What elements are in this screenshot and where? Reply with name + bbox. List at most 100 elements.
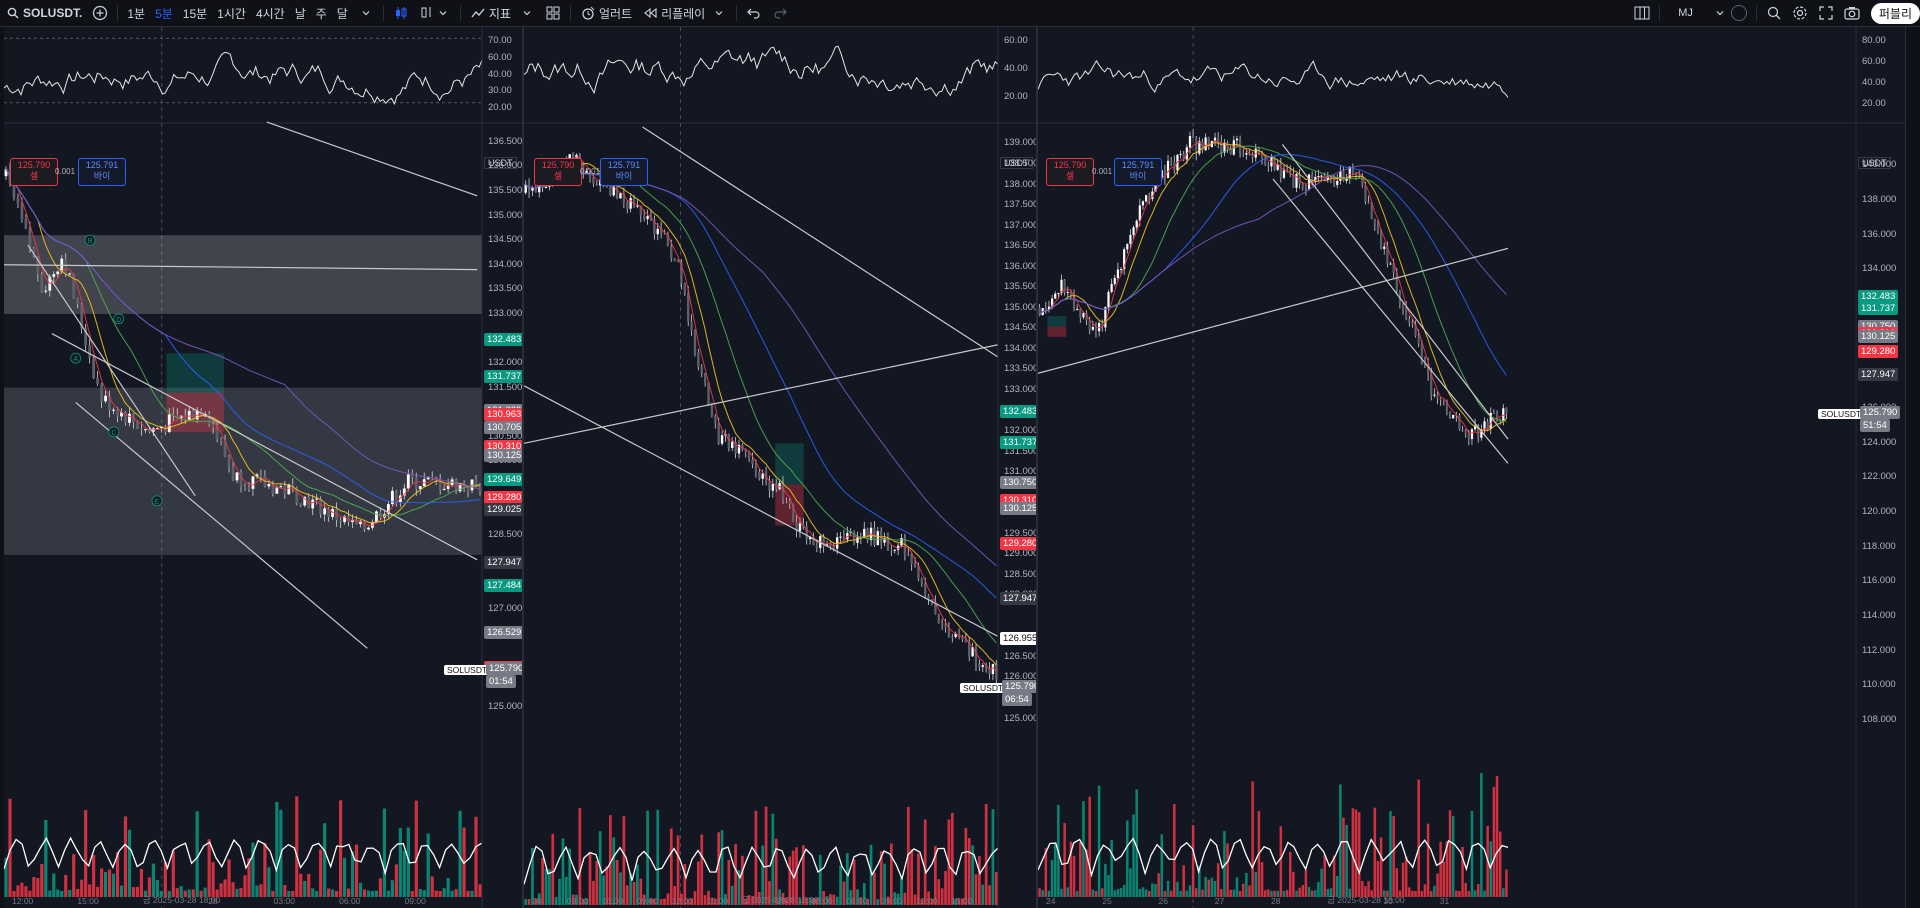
price-tag: 131.737 <box>1000 435 1036 449</box>
interval-week[interactable]: 주 <box>315 6 327 21</box>
candle-body <box>731 441 734 448</box>
symbol-search[interactable]: SOLUSDT. <box>0 0 87 26</box>
candles-type-button[interactable] <box>388 0 414 26</box>
chart-canvas[interactable] <box>1038 27 1905 908</box>
interval-5m[interactable]: 5분 <box>155 6 173 21</box>
interval-15m[interactable]: 15분 <box>182 6 208 21</box>
quick-search-button[interactable] <box>1761 0 1787 26</box>
chart-pane-middle[interactable]: USDT 125.790 셀 0.001 125.791 바이 60.00 40.… <box>524 27 1036 908</box>
alert-button[interactable]: 얼러트 <box>575 0 637 26</box>
volume-bar <box>548 869 551 905</box>
volume-bar <box>1063 823 1066 897</box>
volume-bar <box>913 894 917 905</box>
volume-bar <box>686 898 690 905</box>
time-tick-label: 03:00 <box>273 896 295 906</box>
templates-button[interactable] <box>540 0 566 26</box>
keyboard-shortcut-icon <box>1730 5 1747 21</box>
candle-body <box>863 528 866 538</box>
candle-body <box>612 183 615 196</box>
interval-1m[interactable]: 1분 <box>127 6 146 21</box>
sell-button[interactable]: 125.790 셀 <box>1046 158 1094 186</box>
buy-button[interactable]: 125.791 바이 <box>600 158 648 186</box>
volume-bar <box>171 850 175 897</box>
volume-bar <box>402 850 406 897</box>
volume-bar <box>362 889 367 897</box>
time-tick-label: 30 <box>1383 896 1393 906</box>
candle-body <box>663 232 666 234</box>
interval-dropdown[interactable] <box>353 0 379 26</box>
volume-bar <box>1433 885 1436 897</box>
chart-canvas[interactable]: A B C D E <box>4 27 522 908</box>
volume-bar <box>747 895 751 905</box>
buy-button[interactable]: 125.791 바이 <box>1114 158 1162 186</box>
candle-body <box>1110 283 1113 292</box>
volume-bar <box>971 845 974 905</box>
volume-bar <box>737 869 741 905</box>
chevron-down-icon <box>519 5 535 21</box>
candle-body <box>920 578 924 584</box>
candle-body <box>778 482 781 490</box>
volume-bar <box>410 891 414 897</box>
chart-pane-right[interactable]: USDT 125.790 셀 0.001 125.791 바이 80.00 60.… <box>1038 27 1905 908</box>
currency-selector[interactable]: USDT <box>1858 157 1891 169</box>
pattern-label: C <box>111 430 116 437</box>
trend-line <box>524 344 999 444</box>
time-tick-label: 15:00 <box>951 896 973 906</box>
trend-line <box>1281 143 1509 440</box>
indicators-button[interactable]: 지표 <box>465 0 540 26</box>
volume-bar <box>568 848 572 905</box>
publish-button[interactable]: 퍼블리 <box>1870 2 1920 24</box>
pattern-point <box>108 426 120 438</box>
volume-bar <box>707 890 710 905</box>
redo-button[interactable] <box>767 0 793 26</box>
volume-bar <box>690 898 693 905</box>
layout-select-button[interactable] <box>1629 0 1655 26</box>
bar-type-button[interactable] <box>414 0 456 26</box>
interval-1h[interactable]: 1시간 <box>217 6 246 21</box>
volume-bar <box>774 838 778 905</box>
currency-selector[interactable]: USDT <box>484 157 517 169</box>
time-tick-label: 25 <box>1102 896 1112 906</box>
volume-bar <box>602 875 605 905</box>
volume-bar <box>649 898 653 905</box>
replay-button[interactable]: 리플레이 <box>637 0 732 26</box>
volume-bar <box>64 874 68 897</box>
pane-divider[interactable] <box>522 27 524 908</box>
search-icon <box>5 5 21 21</box>
rsi-tick-label: 30.00 <box>488 85 512 97</box>
candle-body <box>643 215 646 220</box>
pane-divider[interactable] <box>1036 27 1038 908</box>
layout-name-button[interactable]: MJ <box>1664 0 1707 26</box>
fullscreen-button[interactable] <box>1813 0 1839 26</box>
screenshot-button[interactable] <box>1839 0 1865 26</box>
candle-body <box>1376 224 1380 230</box>
undo-button[interactable] <box>741 0 767 26</box>
price-tick-label: 134.000 <box>488 258 522 270</box>
volume-bar <box>68 889 72 897</box>
sell-button[interactable]: 125.790 셀 <box>10 158 58 186</box>
interval-day[interactable]: 날 <box>294 6 306 21</box>
volume-bar <box>287 890 291 897</box>
price-tick-label: 125.000 <box>488 701 522 713</box>
volume-bar <box>370 890 375 897</box>
candle-body <box>1192 136 1195 139</box>
candle-body <box>223 441 227 457</box>
buy-label: 바이 <box>93 171 111 181</box>
sell-button[interactable]: 125.790 셀 <box>534 158 582 186</box>
candle-body <box>1314 177 1317 182</box>
time-tick-label: 금 2025-03-28 18:00 <box>142 895 221 905</box>
candle-body <box>1411 322 1414 325</box>
layout-menu-button[interactable] <box>1707 0 1752 26</box>
currency-selector[interactable]: USDT <box>1000 157 1033 169</box>
candle-body <box>347 516 350 523</box>
compare-symbol-button[interactable] <box>87 0 113 26</box>
candle-body <box>323 508 327 515</box>
interval-4h[interactable]: 4시간 <box>255 6 285 21</box>
settings-button[interactable] <box>1787 0 1813 26</box>
candle-body <box>426 477 430 480</box>
chart-pane-left[interactable]: A B C D E USDT 125.790 셀 0.001 125.791 바이 70… <box>4 27 522 908</box>
buy-button[interactable]: 125.791 바이 <box>78 158 126 186</box>
candle-body <box>910 554 913 565</box>
volume-bar <box>422 890 426 897</box>
interval-month[interactable]: 달 <box>336 6 348 21</box>
